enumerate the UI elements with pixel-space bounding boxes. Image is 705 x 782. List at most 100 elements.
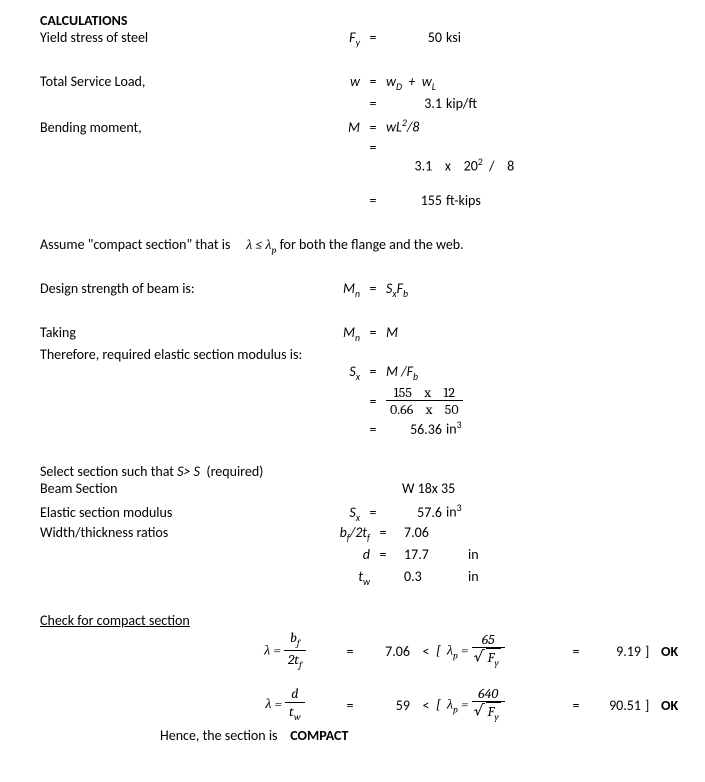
val-lamp2: 90.51 <box>586 697 645 714</box>
val-lamp1: 9.19 <box>586 643 645 660</box>
sym-d: d <box>310 546 374 563</box>
label-yield: Yield stress of steel <box>40 29 310 46</box>
label-bm: Bending moment, <box>40 119 310 136</box>
row-check-flange: λ = bf 2tf = 7.06 < [ λp = 65 Fy = 9.19 … <box>40 629 665 673</box>
brk1: ] <box>645 643 655 660</box>
row-select: Select section such that S> S (required) <box>40 463 665 480</box>
val-d: 17.7 <box>392 546 468 563</box>
row-tsl: Total Service Load, w = wD + wL <box>40 73 665 95</box>
eq: = <box>364 192 382 209</box>
eq: = <box>364 504 382 521</box>
val-tw: 0.3 <box>392 568 468 585</box>
sym-bf2tf: bf/2tf <box>310 524 374 544</box>
lt1: < <box>416 643 436 660</box>
row-tw: tw 0.3 in <box>40 568 665 590</box>
val-bf2tf: 7.06 <box>392 524 468 541</box>
unit-esm: in3 <box>446 502 506 521</box>
unit-fy: ksi <box>446 29 506 46</box>
eq: = <box>364 280 382 297</box>
row-esm: Elastic section modulus Sx = 57.6 in3 <box>40 502 665 524</box>
row-assume: Assume "compact section" that is λ ≤ λp … <box>40 236 665 258</box>
eq: = <box>364 139 382 156</box>
sym-tw: tw <box>310 568 374 588</box>
unit-w: kip/ft <box>446 95 506 112</box>
val-esm: 57.6 <box>382 504 446 521</box>
label-tsl: Total Service Load, <box>40 73 310 90</box>
eq: = <box>364 73 382 90</box>
lhs-web: λ = d tw <box>230 686 340 724</box>
eq: = <box>566 643 586 660</box>
heading-calculations: CALCULATIONS <box>40 12 665 29</box>
eq: = <box>364 363 382 380</box>
expr-SxFb: SxFb <box>382 280 665 300</box>
row-sx: Sx = M /Fb <box>40 363 665 385</box>
eq: = <box>364 95 382 112</box>
sym-Mn: Mn <box>310 280 364 300</box>
row-d: d = 17.7 in <box>40 546 665 568</box>
row-bm-val: = 155 ft-kips <box>40 192 665 214</box>
expr-sx-frac: 155 x 12 0.66 x 50 <box>382 385 665 420</box>
assume-lambda: λ ≤ λp <box>246 236 276 256</box>
brk2: ] <box>645 697 655 714</box>
row-taking: Taking Mn = M <box>40 324 665 346</box>
unit-M: ft-kips <box>446 192 506 209</box>
eq: = <box>374 546 392 563</box>
rhs-web: [ λp = 640 Fy <box>436 686 566 725</box>
eq: = <box>364 393 382 410</box>
row-bm: Bending moment, M = wL2/8 <box>40 117 665 139</box>
expr-wdwl: wD + wL <box>382 73 665 93</box>
val-sx: 56.36 <box>382 421 446 438</box>
expr-MFb: M /Fb <box>382 363 665 383</box>
label-wtr: Width/thickness ratios <box>40 524 310 541</box>
unit-sx: in3 <box>446 419 506 438</box>
expr-M: M <box>382 324 665 341</box>
sym-Sx: Sx <box>310 363 364 383</box>
val-lambda1: 7.06 <box>360 643 416 660</box>
val-M: 155 <box>382 192 446 209</box>
val-beam: W 18x 35 <box>382 480 526 497</box>
row-wtr: Width/thickness ratios bf/2tf = 7.06 <box>40 524 665 546</box>
eq: = <box>364 421 382 438</box>
eq: = <box>374 524 392 541</box>
rhs-flange: [ λp = 65 Fy <box>436 632 566 671</box>
row-sx-val: = 56.36 in3 <box>40 419 665 441</box>
hence-a: Hence, the section is <box>160 727 278 744</box>
eq: = <box>340 643 360 660</box>
sym-Mn2: Mn <box>310 324 364 344</box>
eq: = <box>364 119 382 136</box>
sym-M: M <box>310 119 364 136</box>
heading-check: Check for compact section <box>40 612 665 629</box>
row-ds: Design strength of beam is: Mn = SxFb <box>40 280 665 302</box>
label-therefore: Therefore, required elastic section modu… <box>40 346 665 363</box>
assume-a: Assume "compact section" that is <box>40 236 230 253</box>
val-w: 3.1 <box>382 95 446 112</box>
row-beam: Beam Section W 18x 35 <box>40 480 665 502</box>
expr-wl2-8: wL2/8 <box>382 117 665 136</box>
sym-fy: Fy <box>310 29 364 49</box>
unit-tw: in <box>468 568 528 585</box>
label-esm: Elastic section modulus <box>40 504 310 521</box>
lt2: < <box>416 697 436 714</box>
expr-bm-numeric: 3.1 x 202 / 8 <box>382 139 665 192</box>
row-sx-frac: = 155 x 12 0.66 x 50 <box>40 385 665 420</box>
eq: = <box>566 697 586 714</box>
sym-sx2: Sx <box>310 504 364 524</box>
row-bm-sub: = 3.1 x 202 / 8 <box>40 139 665 192</box>
eq: = <box>364 324 382 341</box>
ok2: OK <box>655 697 691 714</box>
eq: = <box>340 697 360 714</box>
row-hence: Hence, the section is COMPACT <box>40 727 665 749</box>
sym-w: w <box>310 73 364 90</box>
label-ds: Design strength of beam is: <box>40 280 310 297</box>
ok1: OK <box>655 643 691 660</box>
val-fy: 50 <box>382 29 446 46</box>
row-fy: Yield stress of steel Fy = 50 ksi <box>40 29 665 51</box>
unit-d: in <box>468 546 528 563</box>
eq: = <box>364 29 382 46</box>
label-beam: Beam Section <box>40 480 310 497</box>
label-taking: Taking <box>40 324 310 341</box>
row-check-web: λ = d tw = 59 < [ λp = 640 Fy = 90.51 ] … <box>40 683 665 727</box>
hence-b: COMPACT <box>290 727 348 744</box>
row-w-val: = 3.1 kip/ft <box>40 95 665 117</box>
assume-b: for both the flange and the web. <box>280 236 464 253</box>
